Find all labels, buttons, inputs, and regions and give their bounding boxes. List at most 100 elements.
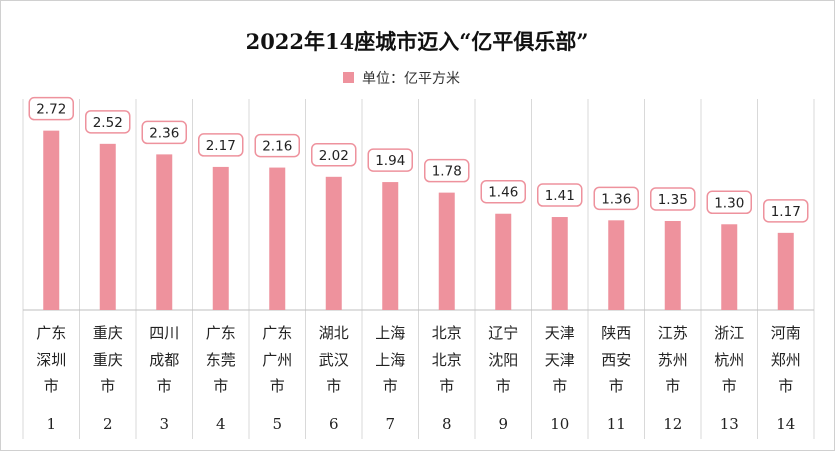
category-province-label: 江苏: [658, 324, 688, 342]
category-axis: 广东深圳市1重庆重庆市2四川成都市3广东东莞市4广东广州市5湖北武汉市6上海上海…: [36, 324, 801, 433]
data-label-box: [593, 186, 639, 211]
category-city-label: 市: [552, 377, 567, 395]
bar: [777, 232, 794, 310]
category-city-label: 市: [100, 377, 115, 395]
category-city-label: 苏州: [658, 351, 688, 369]
category-city-label: 市: [270, 377, 285, 395]
category-rank-label: 12: [663, 415, 682, 433]
category-rank-label: 6: [329, 415, 339, 433]
data-label: 1.41: [545, 188, 575, 204]
data-label: 2.72: [36, 102, 66, 118]
category-rank-label: 3: [159, 415, 169, 433]
data-label-box: [706, 190, 752, 215]
data-label: 2.02: [319, 148, 349, 164]
bar: [43, 130, 60, 310]
grid: [22, 99, 815, 439]
category-rank-label: 11: [607, 415, 626, 433]
category-rank-label: 5: [272, 415, 282, 433]
category-city-label: 上海: [375, 351, 405, 369]
category-province-label: 天津: [545, 324, 575, 342]
legend: 单位：亿平方米: [343, 71, 460, 87]
category-city-label: 市: [609, 377, 624, 395]
category-city-label: 市: [439, 377, 454, 395]
bar: [721, 224, 738, 310]
data-label-box: [537, 183, 583, 207]
category-city-label: 市: [213, 377, 228, 395]
category-city-label: 东莞: [206, 351, 236, 369]
category-province-label: 上海: [375, 324, 405, 342]
category-city-label: 武汉: [319, 351, 349, 369]
data-label: 2.52: [93, 115, 123, 131]
category-rank-label: 2: [103, 415, 113, 433]
data-label: 1.78: [432, 164, 462, 180]
bar: [438, 192, 455, 310]
data-label: 2.17: [206, 138, 236, 154]
data-label: 1.36: [601, 191, 631, 207]
data-label: 2.16: [262, 139, 292, 155]
data-label-box: [480, 179, 526, 204]
category-city-label: 广州: [262, 351, 292, 369]
bars: [43, 130, 794, 310]
bar: [551, 217, 568, 310]
category-city-label: 沈阳: [488, 351, 518, 369]
bar: [608, 220, 625, 310]
bar: [664, 220, 681, 310]
data-label-box: [763, 199, 809, 223]
data-label-box: [85, 110, 131, 134]
category-rank-label: 1: [46, 415, 56, 433]
data-label-box: [311, 143, 357, 167]
bar: [269, 167, 286, 310]
data-label: 1.30: [714, 195, 744, 211]
data-label: 1.35: [658, 192, 688, 208]
category-province-label: 重庆: [93, 324, 123, 342]
data-label-box: [28, 96, 74, 121]
data-label: 1.46: [488, 185, 518, 201]
category-province-label: 广东: [262, 324, 292, 342]
category-city-label: 市: [44, 377, 59, 395]
legend-label: 单位：亿平方米: [362, 71, 460, 87]
category-province-label: 广东: [36, 324, 66, 342]
category-city-label: 杭州: [714, 351, 744, 369]
category-city-label: 郑州: [771, 351, 801, 369]
category-city-label: 西安: [601, 351, 631, 369]
category-city-label: 成都: [149, 351, 179, 369]
category-rank-label: 10: [550, 415, 569, 433]
bar: [212, 166, 229, 310]
category-city-label: 市: [778, 377, 793, 395]
value-labels: 2.72 2.52 2.36 2.17 2.16 2.02 1.94 1.78 1.46 1.41…: [28, 96, 809, 223]
category-city-label: 市: [326, 377, 341, 395]
category-rank-label: 4: [216, 415, 226, 433]
category-city-label: 深圳: [36, 351, 66, 369]
data-label: 1.94: [375, 153, 405, 169]
category-province-label: 北京: [432, 324, 462, 342]
bar: [156, 154, 173, 310]
category-province-label: 广东: [206, 324, 236, 342]
legend-swatch: [343, 72, 354, 83]
data-label-box: [650, 187, 696, 211]
data-label-box: [424, 158, 470, 183]
bar: [325, 176, 342, 310]
category-city-label: 市: [665, 377, 680, 395]
category-rank-label: 13: [720, 415, 739, 433]
data-label-box: [141, 120, 187, 145]
category-rank-label: 14: [776, 415, 795, 433]
category-city-label: 市: [496, 377, 511, 395]
data-label-box: [254, 133, 300, 158]
data-label: 2.36: [149, 125, 179, 141]
category-rank-label: 9: [498, 415, 508, 433]
category-province-label: 浙江: [714, 324, 744, 342]
category-province-label: 河南: [771, 324, 801, 342]
category-province-label: 陕西: [601, 324, 631, 342]
category-city-label: 市: [383, 377, 398, 395]
bar: [99, 143, 116, 310]
category-city-label: 市: [722, 377, 737, 395]
category-province-label: 四川: [149, 324, 179, 342]
category-province-label: 辽宁: [488, 324, 518, 342]
category-city-label: 天津: [545, 351, 575, 369]
category-city-label: 北京: [432, 351, 462, 369]
category-province-label: 湖北: [319, 324, 349, 342]
category-city-label: 市: [157, 377, 172, 395]
chart-title: 2022年14座城市迈入“亿平俱乐部”: [246, 29, 589, 54]
